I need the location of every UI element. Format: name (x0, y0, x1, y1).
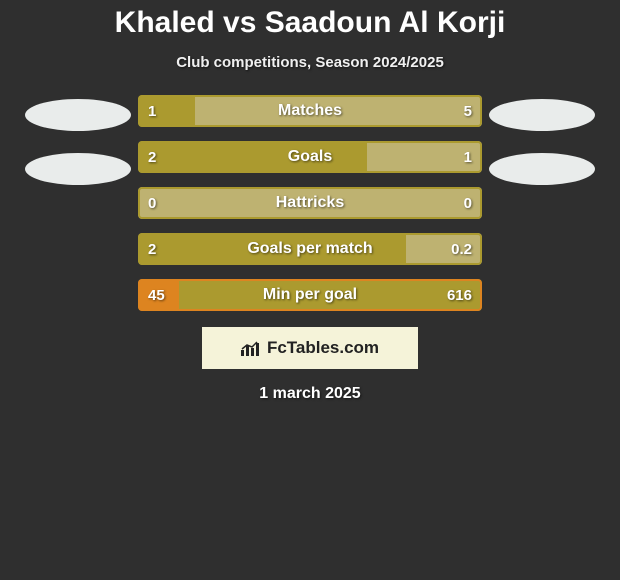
page-title: Khaled vs Saadoun Al Korji (0, 0, 620, 40)
player-right-oval-1 (489, 99, 595, 131)
subtitle: Club competitions, Season 2024/2025 (0, 54, 620, 71)
stat-bar-goals: 21Goals (138, 141, 482, 173)
stat-bar-left-seg (138, 279, 179, 311)
stat-bar-goals-per-match: 20.2Goals per match (138, 233, 482, 265)
player-right-col (482, 95, 602, 185)
stat-bar-matches: 15Matches (138, 95, 482, 127)
player-right-oval-2 (489, 153, 595, 185)
stat-bar-right-seg (310, 187, 482, 219)
stat-bar-right-seg (406, 233, 482, 265)
stat-bar-right-seg (367, 141, 482, 173)
player-left-col (18, 95, 138, 185)
brand-chart-icon (241, 340, 261, 356)
date-label: 1 march 2025 (0, 385, 620, 403)
brand-text: FcTables.com (267, 338, 379, 358)
player-left-oval-1 (25, 99, 131, 131)
stat-bar-left-seg (138, 233, 406, 265)
stat-bar-right-seg (179, 279, 482, 311)
stat-bar-left-seg (138, 141, 367, 173)
stat-bar-left-seg (138, 187, 310, 219)
stat-bar-min-per-goal: 45616Min per goal (138, 279, 482, 311)
brand-badge[interactable]: FcTables.com (202, 327, 418, 369)
stat-bar-hattricks: 00Hattricks (138, 187, 482, 219)
player-left-oval-2 (25, 153, 131, 185)
bars-column: 15Matches 21Goals 00Hattricks 20.2Goals per… (138, 95, 482, 311)
comparison-area: 15Matches 21Goals 00Hattricks 20.2Goals per… (0, 95, 620, 311)
stat-bar-left-seg (138, 95, 195, 127)
stat-bar-right-seg (195, 95, 482, 127)
stats-comparison-card: Khaled vs Saadoun Al Korji Club competit… (0, 0, 620, 580)
